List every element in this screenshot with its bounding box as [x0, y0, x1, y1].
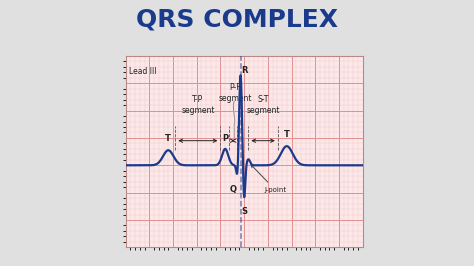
- Text: Q: Q: [229, 185, 237, 194]
- Text: R: R: [241, 66, 248, 75]
- Text: T: T: [165, 134, 171, 143]
- Text: QRS COMPLEX: QRS COMPLEX: [136, 8, 338, 32]
- Text: S: S: [241, 207, 247, 216]
- Text: Lead III: Lead III: [129, 67, 157, 76]
- Text: P: P: [222, 134, 228, 143]
- Text: J-point: J-point: [251, 165, 286, 193]
- Text: T-P
segment: T-P segment: [181, 95, 215, 115]
- Text: P-R
segment: P-R segment: [219, 83, 252, 103]
- Text: T: T: [284, 130, 290, 139]
- Text: S-T
segment: S-T segment: [246, 95, 280, 115]
